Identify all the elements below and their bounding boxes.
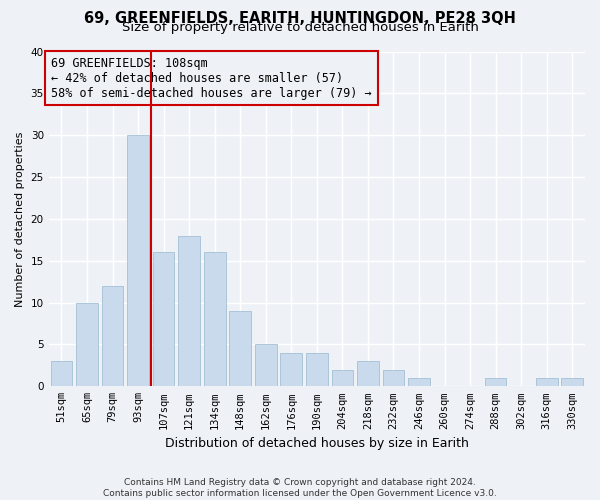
Bar	[562, 378, 583, 386]
Bar	[306, 353, 328, 386]
Bar	[76, 302, 98, 386]
Bar	[536, 378, 557, 386]
Bar	[280, 353, 302, 386]
Bar	[255, 344, 277, 387]
Bar	[332, 370, 353, 386]
Bar	[153, 252, 175, 386]
Bar	[178, 236, 200, 386]
Bar	[229, 311, 251, 386]
Text: Contains HM Land Registry data © Crown copyright and database right 2024.
Contai: Contains HM Land Registry data © Crown c…	[103, 478, 497, 498]
Bar	[50, 361, 72, 386]
Bar	[485, 378, 506, 386]
Bar	[383, 370, 404, 386]
Y-axis label: Number of detached properties: Number of detached properties	[15, 131, 25, 306]
Bar	[127, 135, 149, 386]
Text: 69, GREENFIELDS, EARITH, HUNTINGDON, PE28 3QH: 69, GREENFIELDS, EARITH, HUNTINGDON, PE2…	[84, 11, 516, 26]
Bar	[408, 378, 430, 386]
Text: 69 GREENFIELDS: 108sqm
← 42% of detached houses are smaller (57)
58% of semi-det: 69 GREENFIELDS: 108sqm ← 42% of detached…	[52, 56, 372, 100]
Bar	[204, 252, 226, 386]
Text: Size of property relative to detached houses in Earith: Size of property relative to detached ho…	[122, 22, 478, 35]
Bar	[101, 286, 124, 386]
X-axis label: Distribution of detached houses by size in Earith: Distribution of detached houses by size …	[165, 437, 469, 450]
Bar	[357, 361, 379, 386]
